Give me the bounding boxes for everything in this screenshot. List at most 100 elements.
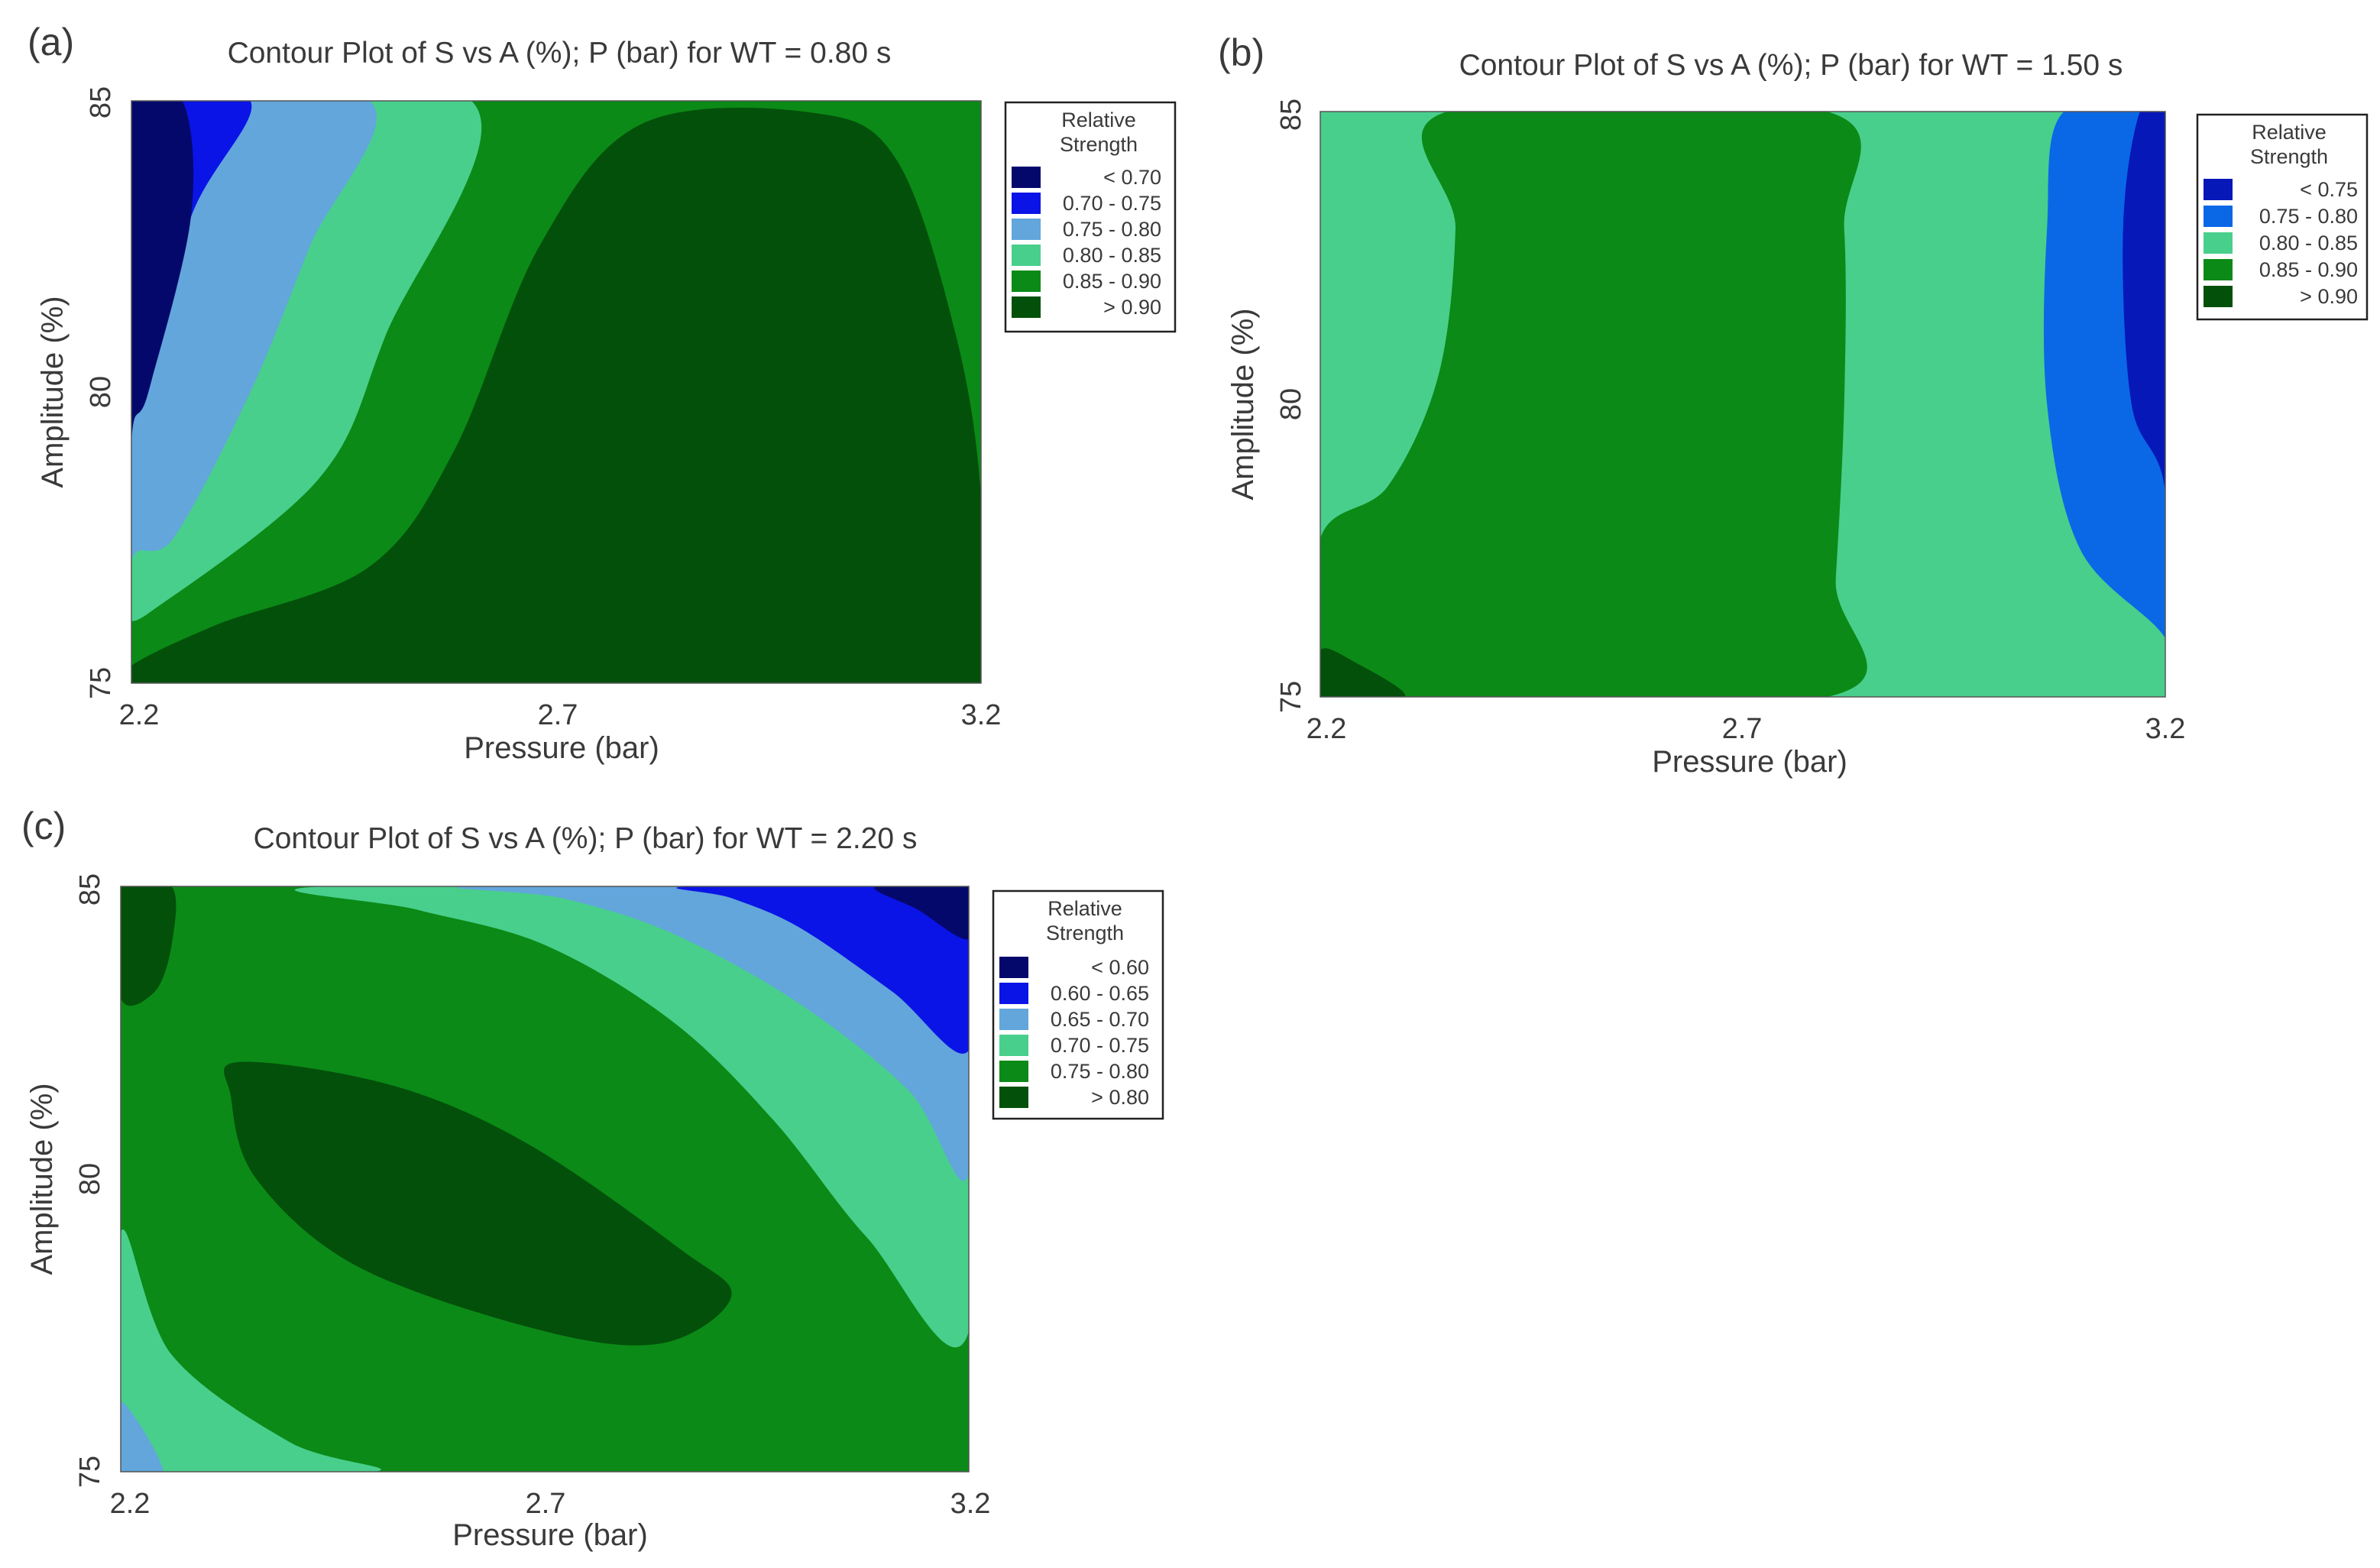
panel-c-legend-label-5: > 0.80 xyxy=(1091,1086,1149,1109)
panel-c-legend-swatch-2 xyxy=(999,1009,1028,1030)
panel-a-ytick-0: 75 xyxy=(85,667,117,699)
panel-c-plot-frame xyxy=(120,886,970,1472)
panel-b-ytick-1: 80 xyxy=(1275,388,1307,420)
panel-c-legend-label-0: < 0.60 xyxy=(1091,956,1149,979)
panel-b-ytick-0: 75 xyxy=(1275,681,1307,713)
panel-b-legend: Relative Strength < 0.75 0.75 - 0.80 0.80 … xyxy=(2196,113,2369,321)
panel-a-legend-label-4: 0.85 - 0.90 xyxy=(1063,270,1161,293)
panel-a-plot-frame xyxy=(131,100,982,684)
panel-b-legend-label-2: 0.80 - 0.85 xyxy=(2259,232,2358,254)
panel-b-xtick-0: 2.2 xyxy=(1307,713,1347,745)
panel-c-legend-swatch-5 xyxy=(999,1087,1028,1108)
panel-b-legend-swatch-3 xyxy=(2204,259,2233,280)
panel-a-contour-region-4 xyxy=(131,101,194,683)
panel-b-legend-swatch-0 xyxy=(2204,179,2233,200)
panel-a-legend-swatch-3 xyxy=(1012,245,1041,266)
panel-c-ytick-0: 75 xyxy=(74,1456,106,1488)
panel-b-ytick-2: 85 xyxy=(1275,99,1307,131)
panel-c-legend-box xyxy=(992,889,1164,1120)
panel-a-contour-region-5 xyxy=(131,107,981,683)
panel-a-legend-swatch-5 xyxy=(1012,296,1041,318)
panel-c-contour-region-4 xyxy=(456,886,969,1181)
panel-a-xtick-1: 2.7 xyxy=(538,699,578,731)
panel-a-legend-items: < 0.70 0.70 - 0.75 0.75 - 0.80 0.80 - 0.85 0… xyxy=(1012,166,1161,319)
panel-c-legend-label-1: 0.60 - 0.65 xyxy=(1051,982,1149,1005)
panel-b-legend-label-1: 0.75 - 0.80 xyxy=(2259,205,2358,228)
panel-c-legend-swatch-4 xyxy=(999,1061,1028,1082)
panel-c-contour-region-2 xyxy=(121,1401,164,1472)
panel-b-legend-title-line1: Relative xyxy=(2252,121,2327,144)
panel-a-legend-swatch-0 xyxy=(1012,167,1041,188)
panel-c-title: Contour Plot of S vs A (%); P (bar) for … xyxy=(254,822,918,855)
panel-c-legend-items: < 0.60 0.60 - 0.65 0.65 - 0.70 0.70 - 0.75 0… xyxy=(999,956,1149,1109)
panel-a-xtick-0: 2.2 xyxy=(119,699,160,731)
panel-b-title: Contour Plot of S vs A (%); P (bar) for … xyxy=(1459,49,2123,82)
panel-b-legend-swatch-4 xyxy=(2204,286,2233,307)
panel-b-ylabel: Amplitude (%) xyxy=(1226,308,1260,500)
panel-c-contour-region-8 xyxy=(121,886,176,1006)
panel-b-label: (b) xyxy=(1218,31,1264,74)
panel-b-legend-swatch-2 xyxy=(2204,232,2233,254)
panel-b-contour-region-1 xyxy=(1320,112,1867,697)
panel-a: (a) Contour Plot of S vs A (%); P (bar) … xyxy=(28,21,1177,765)
panel-b-xtick-2: 3.2 xyxy=(2145,713,2186,745)
panel-c-legend-title-line2: Strength xyxy=(1046,922,1124,944)
panel-c-legend-swatch-0 xyxy=(999,957,1028,978)
panel-c-xtick-0: 2.2 xyxy=(110,1488,151,1520)
panel-b-contour-region-4 xyxy=(1320,648,1406,697)
panel-a-legend-label-1: 0.70 - 0.75 xyxy=(1063,192,1161,215)
panel-c-contour-region-1 xyxy=(121,1229,381,1472)
panel-a-legend-swatch-4 xyxy=(1012,271,1041,292)
panel-c-xtick-1: 2.7 xyxy=(526,1488,566,1520)
panel-a-ytick-2: 85 xyxy=(85,86,117,118)
panel-c-legend-label-3: 0.70 - 0.75 xyxy=(1051,1034,1149,1057)
panel-c-legend-swatch-3 xyxy=(999,1035,1028,1056)
panel-c-ytick-2: 85 xyxy=(74,873,106,905)
panel-b-plot-area xyxy=(1320,112,2165,697)
panel-a-legend: Relative Strength < 0.70 0.70 - 0.75 0.75 … xyxy=(1004,101,1177,333)
panel-a-title: Contour Plot of S vs A (%); P (bar) for … xyxy=(228,37,892,70)
panel-b-legend-title-line2: Strength xyxy=(2250,145,2328,168)
panel-b-legend-label-4: > 0.90 xyxy=(2300,285,2358,308)
panel-b-plot-frame xyxy=(1320,111,2166,698)
panel-b-legend-swatch-1 xyxy=(2204,206,2233,227)
panel-b-xtick-1: 2.7 xyxy=(1722,713,1763,745)
panel-a-legend-title-line1: Relative xyxy=(1061,109,1136,131)
panel-c-contour-region-7 xyxy=(224,1061,732,1346)
panel-a-label: (a) xyxy=(28,21,74,63)
panel-c-plot-area xyxy=(121,886,969,1472)
panel-a-legend-label-3: 0.80 - 0.85 xyxy=(1063,244,1161,267)
panel-c-contour-region-6 xyxy=(874,886,969,940)
panel-a-plot-area xyxy=(131,101,981,683)
panel-c-legend: Relative Strength < 0.60 0.60 - 0.65 0.65 … xyxy=(992,889,1164,1120)
panel-a-contour-region-2 xyxy=(131,101,377,683)
panel-b-legend-items: < 0.75 0.75 - 0.80 0.80 - 0.85 0.85 - 0.90 >… xyxy=(2204,178,2358,308)
panel-c-legend-label-4: 0.75 - 0.80 xyxy=(1051,1060,1149,1083)
panel-a-legend-title-line2: Strength xyxy=(1060,133,1138,156)
panel-a-legend-label-0: < 0.70 xyxy=(1103,166,1161,189)
panel-a-legend-box xyxy=(1004,101,1177,333)
panel-a-legend-label-5: > 0.90 xyxy=(1103,296,1161,319)
panel-b-contour-region-3 xyxy=(2123,112,2165,697)
panel-b: (b) Contour Plot of S vs A (%); P (bar) … xyxy=(1218,31,2369,779)
panel-c-ylabel: Amplitude (%) xyxy=(25,1083,59,1275)
panel-a-legend-label-2: 0.75 - 0.80 xyxy=(1063,218,1161,241)
panel-a-ytick-1: 80 xyxy=(85,376,117,408)
panel-c: (c) Contour Plot of S vs A (%); P (bar) … xyxy=(21,805,1164,1552)
panel-a-legend-swatch-2 xyxy=(1012,219,1041,240)
panel-a-ylabel: Amplitude (%) xyxy=(36,296,70,488)
panel-a-legend-swatch-1 xyxy=(1012,193,1041,214)
panel-c-ytick-1: 80 xyxy=(74,1163,106,1195)
panel-b-legend-label-0: < 0.75 xyxy=(2300,178,2358,201)
panel-a-xtick-2: 3.2 xyxy=(961,699,1002,731)
panel-b-xlabel: Pressure (bar) xyxy=(1652,745,1847,779)
panel-c-legend-label-2: 0.65 - 0.70 xyxy=(1051,1008,1149,1031)
panel-c-legend-swatch-1 xyxy=(999,983,1028,1004)
panel-c-xlabel: Pressure (bar) xyxy=(452,1518,648,1552)
panel-b-legend-label-3: 0.85 - 0.90 xyxy=(2259,258,2358,281)
panel-c-xtick-2: 3.2 xyxy=(950,1488,991,1520)
panel-c-contour-region-5 xyxy=(676,886,969,1054)
panel-a-xlabel: Pressure (bar) xyxy=(464,731,659,765)
